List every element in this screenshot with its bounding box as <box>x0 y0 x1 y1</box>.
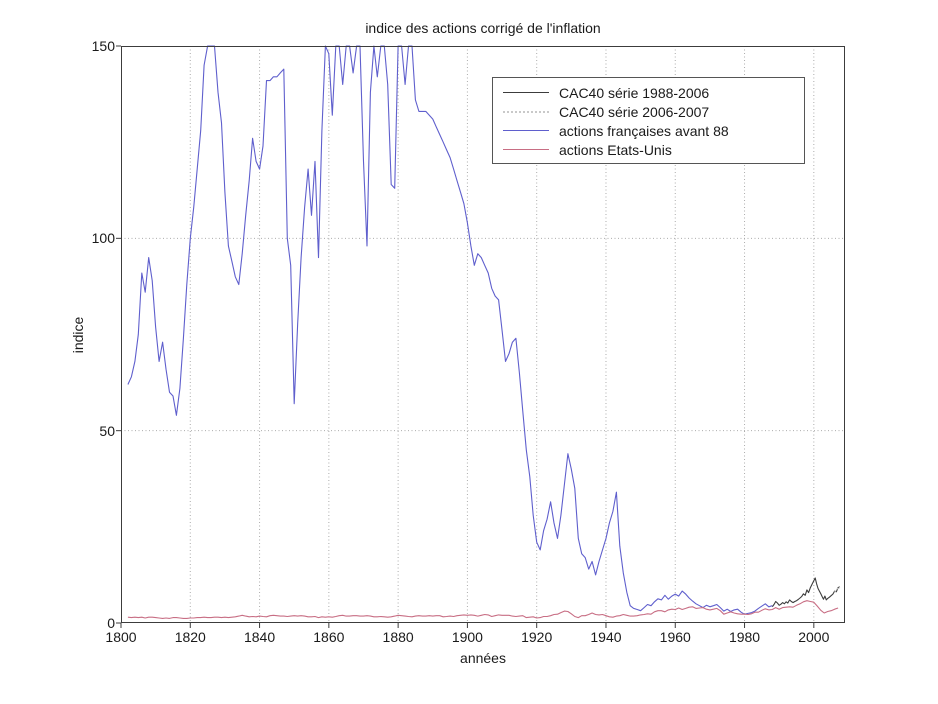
legend-line-sample-actions-francaises <box>503 130 549 131</box>
legend-label: actions Etats-Unis <box>559 141 672 158</box>
chart-title: indice des actions corrigé de l'inflatio… <box>365 20 601 36</box>
legend-item: actions Etats-Unis <box>503 140 796 159</box>
legend-line-sample-actions-etats-unis <box>503 149 549 150</box>
legend-item: CAC40 série 2006-2007 <box>503 102 796 121</box>
x-tick-label: 1980 <box>728 629 761 645</box>
legend-item: CAC40 série 1988-2006 <box>503 83 796 102</box>
x-tick-label: 1940 <box>590 629 622 645</box>
x-tick-label: 1920 <box>521 629 553 645</box>
y-tick-label: 150 <box>91 38 115 54</box>
legend-line-sample-cac40-2006-2007 <box>503 110 549 113</box>
legend-label: actions françaises avant 88 <box>559 122 729 139</box>
x-tick-label: 1840 <box>243 629 276 645</box>
legend: CAC40 série 1988-2006 CAC40 série 2006-2… <box>492 77 805 164</box>
x-tick-label: 1820 <box>174 629 206 645</box>
y-axis-label: indice <box>70 316 86 354</box>
plot-area <box>116 45 845 628</box>
x-tick-label: 1860 <box>313 629 345 645</box>
legend-label: CAC40 série 1988-2006 <box>559 84 710 101</box>
legend-line-sample-cac40-1988-2006 <box>503 92 549 93</box>
x-axis-label: années <box>460 650 506 666</box>
legend-label: CAC40 série 2006-2007 <box>559 103 710 120</box>
legend-item: actions françaises avant 88 <box>503 121 796 140</box>
x-tick-label: 1960 <box>659 629 691 645</box>
x-tick-label: 1800 <box>105 629 137 645</box>
x-tick-label: 1900 <box>451 629 483 645</box>
y-tick-label: 0 <box>107 615 115 631</box>
y-tick-label: 50 <box>99 422 115 439</box>
y-tick-label: 100 <box>91 230 115 247</box>
x-tick-label: 2000 <box>798 629 830 645</box>
x-tick-label: 1880 <box>382 629 414 645</box>
